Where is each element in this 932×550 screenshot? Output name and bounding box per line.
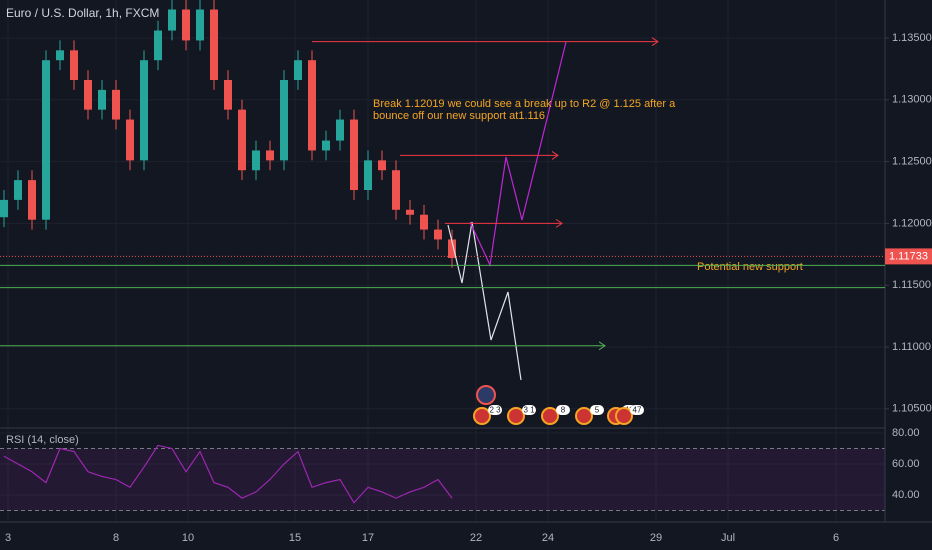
candle-body bbox=[252, 150, 260, 171]
candle-body bbox=[154, 30, 162, 61]
x-tick-label: 3 bbox=[5, 532, 11, 544]
plot bbox=[0, 0, 456, 268]
y-tick-label: 40.00 bbox=[892, 489, 920, 501]
event-icon bbox=[615, 407, 633, 425]
candle-body bbox=[126, 119, 134, 161]
event-count: 5 bbox=[595, 406, 600, 415]
candle-body bbox=[42, 60, 50, 220]
arrow-head bbox=[555, 218, 563, 228]
last-price-box bbox=[885, 248, 932, 265]
annotation: Break 1.12019 we could see a break up to… bbox=[373, 98, 676, 110]
event-badge bbox=[556, 405, 570, 415]
projection-arrow bbox=[469, 41, 567, 268]
candle-body bbox=[308, 60, 316, 151]
rsi-band bbox=[0, 448, 885, 511]
arrow-head bbox=[551, 150, 559, 160]
x-tick-label: 6 bbox=[833, 532, 839, 544]
candle-body bbox=[378, 160, 386, 171]
event-count: 47 bbox=[633, 406, 642, 415]
arrow-head bbox=[651, 37, 659, 47]
candle-body bbox=[140, 60, 148, 161]
candle-body bbox=[56, 50, 64, 61]
candle-body bbox=[434, 229, 442, 240]
projection-arrow bbox=[447, 221, 522, 381]
x-tick-label: 8 bbox=[113, 532, 119, 544]
event-badge bbox=[630, 405, 644, 415]
annotation: bounce off our new support at1.116 bbox=[373, 110, 545, 122]
candle-body bbox=[210, 9, 218, 80]
y-tick-label: 1.11500 bbox=[892, 279, 931, 291]
candle-body bbox=[294, 60, 302, 80]
y-tick-label: 1.10500 bbox=[892, 403, 932, 415]
candle-body bbox=[238, 109, 246, 171]
candle-body bbox=[196, 9, 204, 41]
candle-body bbox=[14, 180, 22, 200]
candle-body bbox=[84, 79, 92, 110]
candle-body bbox=[392, 170, 400, 210]
grid bbox=[0, 0, 885, 522]
event-icon bbox=[476, 385, 496, 405]
candle-body bbox=[224, 79, 232, 110]
candle-body bbox=[448, 239, 456, 259]
y-tick-label: 1.11000 bbox=[892, 341, 931, 353]
candle-body bbox=[112, 89, 120, 120]
candle-body bbox=[182, 9, 190, 41]
y-tick-label: 80.00 bbox=[892, 427, 920, 439]
candle-body bbox=[0, 199, 8, 218]
event-icon bbox=[507, 407, 525, 425]
event-badge bbox=[488, 405, 502, 415]
x-tick-label: 10 bbox=[182, 532, 194, 544]
candle-body bbox=[98, 89, 106, 110]
event-count: 2 3 bbox=[489, 406, 501, 415]
candle-body bbox=[266, 150, 274, 161]
chart-title: Euro / U.S. Dollar, 1h, FXCM bbox=[6, 6, 159, 20]
event-count: 8 bbox=[561, 406, 566, 415]
x-tick-label: 15 bbox=[289, 532, 301, 544]
annotation: Potential new support bbox=[697, 261, 803, 273]
x-tick-label: 24 bbox=[542, 532, 554, 544]
candle-body bbox=[350, 119, 358, 191]
event-count: 3 1 bbox=[523, 406, 535, 415]
y-tick-label: 60.00 bbox=[892, 458, 920, 470]
candle-body bbox=[70, 50, 78, 80]
x-tick-label: 29 bbox=[650, 532, 662, 544]
x-tick-label: 22 bbox=[470, 532, 482, 544]
event-icon bbox=[541, 407, 559, 425]
candle-body bbox=[336, 119, 344, 141]
candle-body bbox=[364, 160, 372, 191]
candle-body bbox=[420, 214, 428, 230]
x-tick-label: Jul bbox=[721, 532, 735, 544]
x-tick-label: 17 bbox=[362, 532, 374, 544]
last-price-label: 1.11733 bbox=[889, 250, 928, 262]
candle-body bbox=[280, 79, 288, 161]
y-tick-label: 1.12000 bbox=[892, 217, 932, 229]
event-icon bbox=[575, 407, 593, 425]
candle-body bbox=[322, 140, 330, 151]
y-tick-label: 1.12500 bbox=[892, 155, 932, 167]
arrow-head bbox=[598, 341, 606, 351]
rsi-line bbox=[3, 444, 453, 504]
event-badge bbox=[590, 405, 604, 415]
y-tick-label: 1.13000 bbox=[892, 94, 932, 106]
candle-body bbox=[168, 9, 176, 31]
candle-body bbox=[28, 180, 36, 220]
rsi-label: RSI (14, close) bbox=[6, 434, 79, 446]
event-icon bbox=[473, 407, 491, 425]
event-badge bbox=[522, 405, 536, 415]
y-tick-label: 1.13500 bbox=[892, 32, 932, 44]
candle-body bbox=[406, 209, 414, 215]
